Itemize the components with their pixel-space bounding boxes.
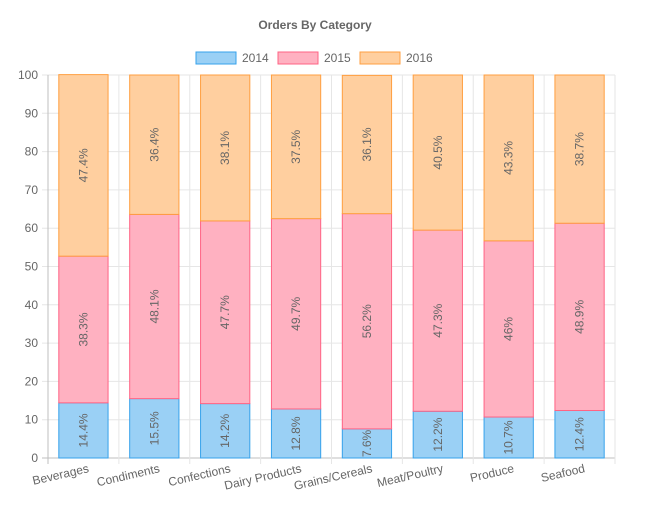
bar-segment-2014[interactable] bbox=[483, 416, 534, 459]
bar-segment-2016[interactable] bbox=[554, 74, 605, 224]
data-label: 48.9% bbox=[573, 300, 587, 334]
legend: 2014 2015 2016 bbox=[195, 51, 433, 65]
data-label: 38.1% bbox=[218, 131, 232, 165]
y-tick-label: 30 bbox=[25, 336, 39, 350]
data-label: 46% bbox=[502, 317, 516, 341]
bar-segment-2016[interactable] bbox=[483, 74, 534, 242]
bar-segment-2014[interactable] bbox=[129, 398, 180, 459]
data-label: 36.1% bbox=[360, 127, 374, 161]
data-label: 47.7% bbox=[218, 295, 232, 329]
chart-title: Orders By Category bbox=[258, 18, 372, 32]
legend-label: 2014 bbox=[242, 51, 269, 65]
legend-swatch bbox=[195, 51, 237, 65]
legend-item-2016[interactable]: 2016 bbox=[359, 51, 433, 65]
legend-item-2014[interactable]: 2014 bbox=[195, 51, 269, 65]
bars bbox=[58, 74, 605, 459]
x-tick-label: Beverages bbox=[31, 461, 90, 488]
data-label: 12.2% bbox=[431, 417, 445, 451]
bar-segment-2015[interactable] bbox=[270, 218, 322, 410]
x-tick-label: Grains/Cereals bbox=[292, 461, 373, 493]
data-label: 38.3% bbox=[76, 312, 90, 346]
legend-label: 2016 bbox=[406, 51, 433, 65]
y-tick-label: 70 bbox=[25, 183, 39, 197]
x-tick-label: Meat/Poultry bbox=[376, 461, 445, 490]
data-label: 56.2% bbox=[360, 304, 374, 338]
legend-label: 2015 bbox=[324, 51, 351, 65]
data-label: 48.1% bbox=[147, 289, 161, 323]
data-label: 37.5% bbox=[289, 129, 303, 163]
bar-segment-2016[interactable] bbox=[129, 74, 180, 215]
y-tick-label: 90 bbox=[25, 106, 39, 120]
data-label: 43.3% bbox=[502, 141, 516, 175]
bar-segment-2016[interactable] bbox=[270, 74, 322, 220]
y-tick-label: 0 bbox=[31, 451, 38, 465]
data-label: 40.5% bbox=[431, 135, 445, 169]
data-label: 10.7% bbox=[502, 420, 516, 454]
x-tick-label: Condiments bbox=[95, 461, 161, 489]
bar-segment-2014[interactable] bbox=[58, 402, 109, 459]
bar-segment-2014[interactable] bbox=[554, 410, 605, 459]
bar-labels: 14.4% 38.3% 47.4% 15.5% 48.1% 36.4% 14.2% 47.7%… bbox=[76, 127, 586, 457]
y-tick-label: 60 bbox=[25, 221, 39, 235]
x-tick-label: Seafood bbox=[540, 461, 587, 485]
data-label: 12.8% bbox=[289, 416, 303, 450]
y-tick-label: 10 bbox=[25, 413, 39, 427]
bar-segment-2015[interactable] bbox=[483, 240, 534, 418]
data-label: 7.6% bbox=[360, 429, 374, 457]
legend-swatch bbox=[277, 51, 319, 65]
bar-segment-2015[interactable] bbox=[58, 255, 109, 404]
bar-segment-2015[interactable] bbox=[200, 220, 251, 405]
x-tick-label: Dairy Products bbox=[223, 461, 303, 492]
bar-segment-2014[interactable] bbox=[200, 403, 251, 459]
data-label: 38.7% bbox=[573, 132, 587, 166]
data-label: 49.7% bbox=[289, 296, 303, 330]
bar-segment-2014[interactable] bbox=[270, 408, 322, 459]
data-label: 12.4% bbox=[573, 417, 587, 451]
bar-segment-2016[interactable] bbox=[412, 74, 463, 231]
bar-segment-2016[interactable] bbox=[341, 74, 393, 215]
bar-segment-2016[interactable] bbox=[200, 74, 251, 222]
y-axis: 0 10 20 30 40 50 60 70 80 90 100 bbox=[18, 68, 38, 465]
y-tick-label: 100 bbox=[18, 68, 38, 82]
x-tick-label: Produce bbox=[469, 461, 516, 485]
bar-segment-2015[interactable] bbox=[129, 213, 180, 400]
bar-segment-2015[interactable] bbox=[341, 213, 393, 430]
y-tick-label: 40 bbox=[25, 298, 39, 312]
bar-segment-2016[interactable] bbox=[58, 74, 109, 257]
data-label: 14.4% bbox=[76, 413, 90, 447]
y-tick-label: 50 bbox=[25, 260, 39, 274]
x-tick-label: Confections bbox=[167, 461, 232, 489]
data-label: 47.3% bbox=[431, 303, 445, 337]
legend-swatch bbox=[359, 51, 401, 65]
bar-segment-2015[interactable] bbox=[412, 229, 463, 412]
data-label: 15.5% bbox=[147, 411, 161, 445]
data-label: 47.4% bbox=[76, 148, 90, 182]
data-label: 36.4% bbox=[147, 127, 161, 161]
legend-item-2015[interactable]: 2015 bbox=[277, 51, 351, 65]
y-tick-label: 80 bbox=[25, 145, 39, 159]
bar-segment-2014[interactable] bbox=[341, 428, 393, 459]
data-label: 14.2% bbox=[218, 413, 232, 447]
y-tick-label: 20 bbox=[25, 374, 39, 388]
